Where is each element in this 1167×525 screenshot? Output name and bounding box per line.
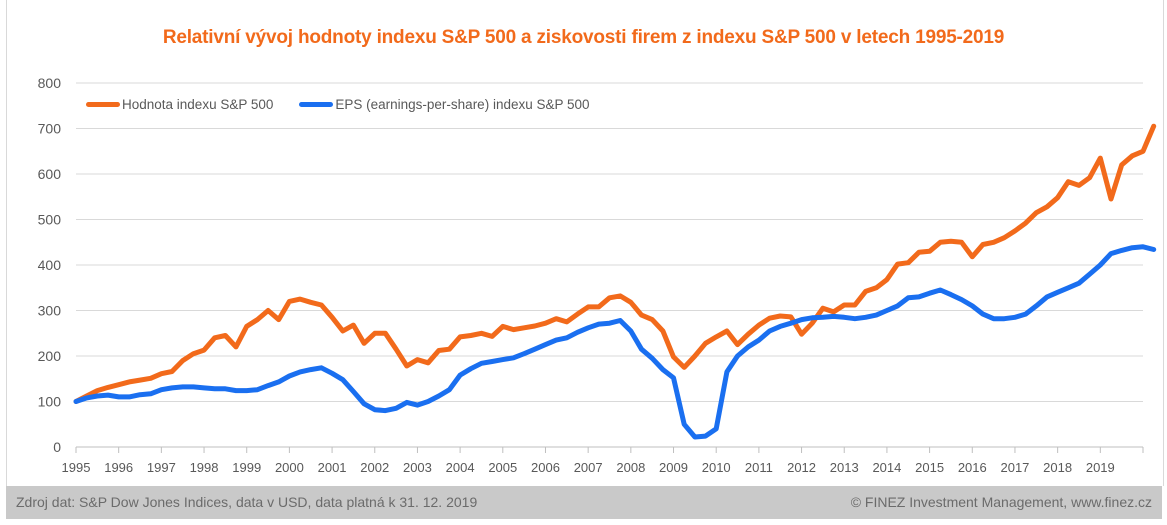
series-lines [73,123,1157,440]
series-line-eps [73,244,1157,440]
x-tick-label: 2019 [1086,460,1115,475]
legend-label-eps: EPS (earnings-per-share) indexu S&P 500 [335,97,590,112]
legend-swatch-sp500 [86,102,120,107]
y-tick-label: 0 [53,439,61,455]
x-tick-label: 1998 [190,460,219,475]
x-tick-label: 1997 [147,460,176,475]
x-tick-label: 2009 [659,460,688,475]
y-axis-ticks: 0 100 200 300 400 500 600 700 800 [38,75,62,455]
x-tick-label: 2013 [830,460,859,475]
x-tick-label: 2004 [446,460,475,475]
y-tick-label: 800 [38,75,62,91]
x-tick-label: 2017 [1000,460,1029,475]
legend-swatch-eps [299,102,334,107]
legend-label-sp500: Hodnota indexu S&P 500 [122,97,274,112]
x-tick-label: 2003 [403,460,432,475]
y-tick-label: 500 [38,212,62,228]
x-tick-label: 1999 [232,460,261,475]
y-tick-label: 700 [38,121,62,137]
chart-frame [6,0,1164,486]
legend-item-sp500: Hodnota indexu S&P 500 [86,97,273,112]
x-tick-label: 2018 [1043,460,1072,475]
footer-source: Zdroj dat: S&P Dow Jones Indices, data v… [16,494,478,510]
x-tick-label: 2007 [574,460,603,475]
x-axis-ticks: 1995 1996 1997 1998 1999 2000 2001 2002 2003 2004… [62,447,1144,475]
x-tick-label: 1996 [104,460,133,475]
y-tick-label: 600 [38,166,62,182]
x-tick-label: 2014 [872,460,901,475]
gridlines [76,82,1143,448]
y-tick-label: 100 [38,394,62,410]
y-tick-label: 300 [38,303,62,319]
footer-copyright: © FINEZ Investment Management, www.finez… [850,494,1152,510]
x-tick-label: 2001 [318,460,347,475]
x-tick-label: 2002 [360,460,389,475]
x-tick-label: 2012 [787,460,816,475]
x-tick-label: 2005 [488,460,517,475]
legend: Hodnota indexu S&P 500 EPS (earnings-per… [86,97,616,112]
x-tick-label: 2016 [958,460,987,475]
x-tick-label: 2008 [616,460,645,475]
y-tick-label: 400 [38,257,62,273]
legend-item-eps: EPS (earnings-per-share) indexu S&P 500 [299,97,590,112]
footer-bar: Zdroj dat: S&P Dow Jones Indices, data v… [6,486,1162,519]
x-tick-label: 2010 [702,460,731,475]
x-tick-label: 2006 [531,460,560,475]
y-tick-label: 200 [38,348,62,364]
x-tick-label: 1995 [62,460,91,475]
x-tick-label: 2000 [275,460,304,475]
series-line-sp500 [73,123,1157,404]
x-tick-label: 2015 [915,460,944,475]
x-tick-label: 2011 [745,460,773,475]
chart-title: Relativní vývoj hodnoty indexu S&P 500 a… [162,27,1005,48]
